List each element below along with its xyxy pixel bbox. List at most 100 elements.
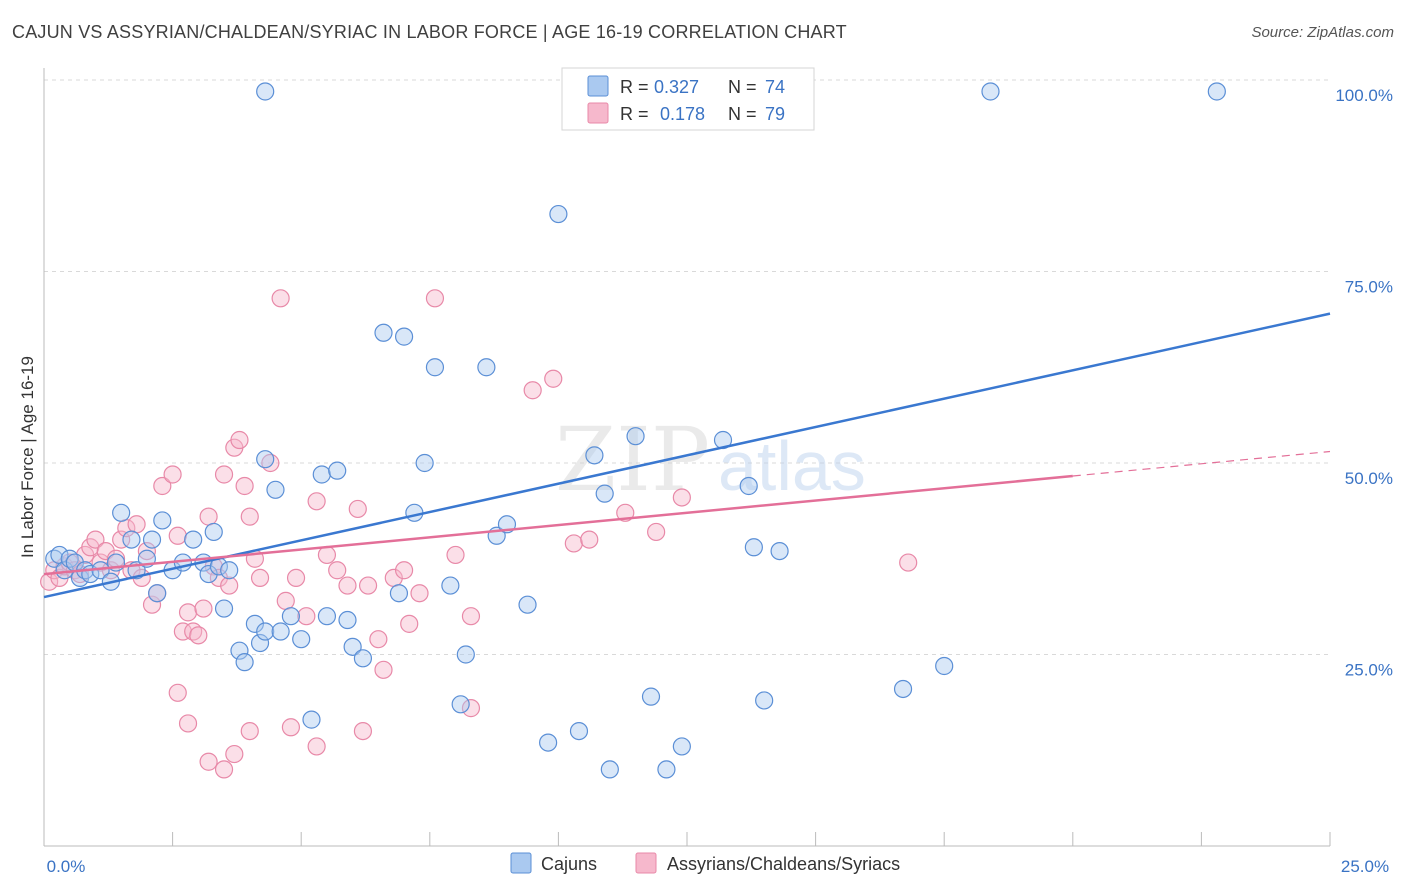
point-assyrians-68 bbox=[899, 553, 918, 572]
point-cajuns-51 bbox=[451, 695, 470, 714]
point-cajuns-44 bbox=[374, 323, 393, 342]
point-cajuns-45 bbox=[389, 584, 409, 603]
point-cajuns-59 bbox=[569, 721, 589, 741]
point-assyrians-37 bbox=[235, 476, 254, 496]
point-assyrians-23 bbox=[163, 465, 182, 484]
point-assyrians-70 bbox=[178, 714, 198, 733]
point-assyrians-59 bbox=[446, 545, 465, 565]
point-assyrians-10 bbox=[91, 553, 110, 572]
point-cajuns-25 bbox=[214, 599, 234, 618]
point-assyrians-9 bbox=[86, 530, 105, 549]
point-assyrians-40 bbox=[250, 568, 270, 588]
point-assyrians-34 bbox=[220, 576, 239, 595]
point-assyrians-50 bbox=[348, 499, 367, 519]
source-credit: Source: ZipAtlas.com bbox=[1251, 24, 1394, 41]
point-cajuns-53 bbox=[477, 358, 496, 377]
point-cajuns-29 bbox=[245, 614, 265, 633]
point-assyrians-17 bbox=[127, 515, 146, 534]
point-assyrians-55 bbox=[394, 561, 414, 580]
point-cajuns-15 bbox=[142, 530, 162, 549]
point-assyrians-22 bbox=[153, 476, 172, 496]
point-assyrians-14 bbox=[112, 530, 131, 549]
point-assyrians-44 bbox=[286, 568, 306, 588]
point-cajuns-33 bbox=[266, 480, 285, 499]
point-cajuns-61 bbox=[595, 484, 614, 503]
legend-n-value-1: 74 bbox=[765, 77, 785, 97]
point-assyrians-45 bbox=[297, 607, 316, 626]
point-cajuns-11 bbox=[112, 503, 131, 522]
point-assyrians-66 bbox=[647, 522, 666, 542]
point-assyrians-48 bbox=[328, 561, 347, 580]
point-cajuns-46 bbox=[394, 327, 414, 346]
point-assyrians-30 bbox=[199, 507, 218, 526]
point-cajuns-65 bbox=[657, 760, 676, 779]
point-cajuns-72 bbox=[893, 679, 913, 699]
point-assyrians-26 bbox=[178, 603, 198, 622]
point-cajuns-73 bbox=[935, 656, 954, 676]
trend-line-cajuns bbox=[43, 312, 1331, 599]
bottom-legend-label-assyrians: Assyrians/Chaldeans/Syriacs bbox=[667, 854, 900, 874]
point-assyrians-19 bbox=[137, 541, 156, 561]
point-cajuns-16 bbox=[148, 584, 167, 603]
point-cajuns-68 bbox=[739, 476, 758, 496]
trend-line-assyrians-extension bbox=[1072, 450, 1331, 477]
bottom-legend-swatch-assyrians bbox=[635, 852, 657, 874]
point-assyrians-47 bbox=[317, 545, 337, 565]
point-cajuns-37 bbox=[302, 710, 321, 729]
y-tick-label-25: 25.0% bbox=[1345, 661, 1393, 680]
point-assyrians-28 bbox=[189, 626, 208, 645]
point-assyrians-52 bbox=[369, 630, 388, 649]
point-assyrians-38 bbox=[240, 507, 259, 526]
point-assyrians-53 bbox=[374, 660, 393, 679]
point-cajuns-40 bbox=[328, 461, 347, 480]
legend-r-label-1: R = bbox=[620, 77, 649, 97]
point-cajuns-28 bbox=[235, 653, 254, 672]
legend-n-label-2: N = bbox=[728, 104, 757, 124]
point-assyrians-61 bbox=[523, 381, 542, 400]
point-cajuns-74 bbox=[981, 82, 1000, 101]
legend-r-label-2: R = bbox=[620, 104, 649, 124]
point-assyrians-58 bbox=[425, 289, 445, 308]
legend-swatch-cajuns bbox=[587, 75, 609, 97]
point-cajuns-64 bbox=[641, 687, 661, 706]
point-cajuns-34 bbox=[271, 622, 290, 641]
point-cajuns-32 bbox=[256, 450, 275, 469]
point-cajuns-69 bbox=[744, 538, 763, 557]
point-cajuns-12 bbox=[122, 530, 141, 549]
y-tick-label-100: 100.0% bbox=[1335, 86, 1393, 105]
point-cajuns-38 bbox=[312, 465, 331, 484]
point-cajuns-35 bbox=[281, 607, 301, 626]
point-cajuns-75 bbox=[1207, 82, 1226, 101]
point-cajuns-20 bbox=[184, 530, 203, 549]
point-assyrians-24 bbox=[168, 526, 187, 545]
point-cajuns-76 bbox=[256, 82, 275, 101]
bottom-legend-swatch-cajuns bbox=[510, 852, 532, 874]
point-assyrians-67 bbox=[672, 488, 691, 507]
point-cajuns-48 bbox=[415, 453, 434, 473]
point-assyrians-73 bbox=[225, 744, 244, 764]
point-cajuns-39 bbox=[317, 607, 337, 626]
point-assyrians-75 bbox=[281, 718, 301, 737]
point-cajuns-62 bbox=[600, 760, 619, 779]
point-cajuns-63 bbox=[626, 427, 645, 446]
point-assyrians-57 bbox=[410, 584, 429, 603]
y-tick-label-50: 50.0% bbox=[1345, 469, 1393, 488]
point-assyrians-72 bbox=[214, 760, 234, 779]
point-assyrians-36 bbox=[230, 430, 249, 450]
point-assyrians-56 bbox=[400, 614, 419, 633]
point-assyrians-60 bbox=[461, 607, 481, 626]
point-assyrians-46 bbox=[307, 492, 326, 511]
watermark-atlas: atlas bbox=[718, 427, 866, 505]
point-assyrians-69 bbox=[168, 683, 187, 702]
point-assyrians-71 bbox=[199, 752, 218, 771]
point-assyrians-20 bbox=[142, 595, 162, 614]
point-assyrians-29 bbox=[194, 599, 213, 618]
point-cajuns-41 bbox=[338, 610, 357, 630]
point-cajuns-50 bbox=[441, 576, 460, 595]
bottom-legend-label-cajuns: Cajuns bbox=[541, 854, 597, 874]
series-cajuns-points bbox=[45, 82, 1226, 779]
point-cajuns-58 bbox=[549, 204, 568, 224]
point-assyrians-62 bbox=[544, 369, 563, 388]
trend-line-assyrians bbox=[43, 474, 1073, 576]
